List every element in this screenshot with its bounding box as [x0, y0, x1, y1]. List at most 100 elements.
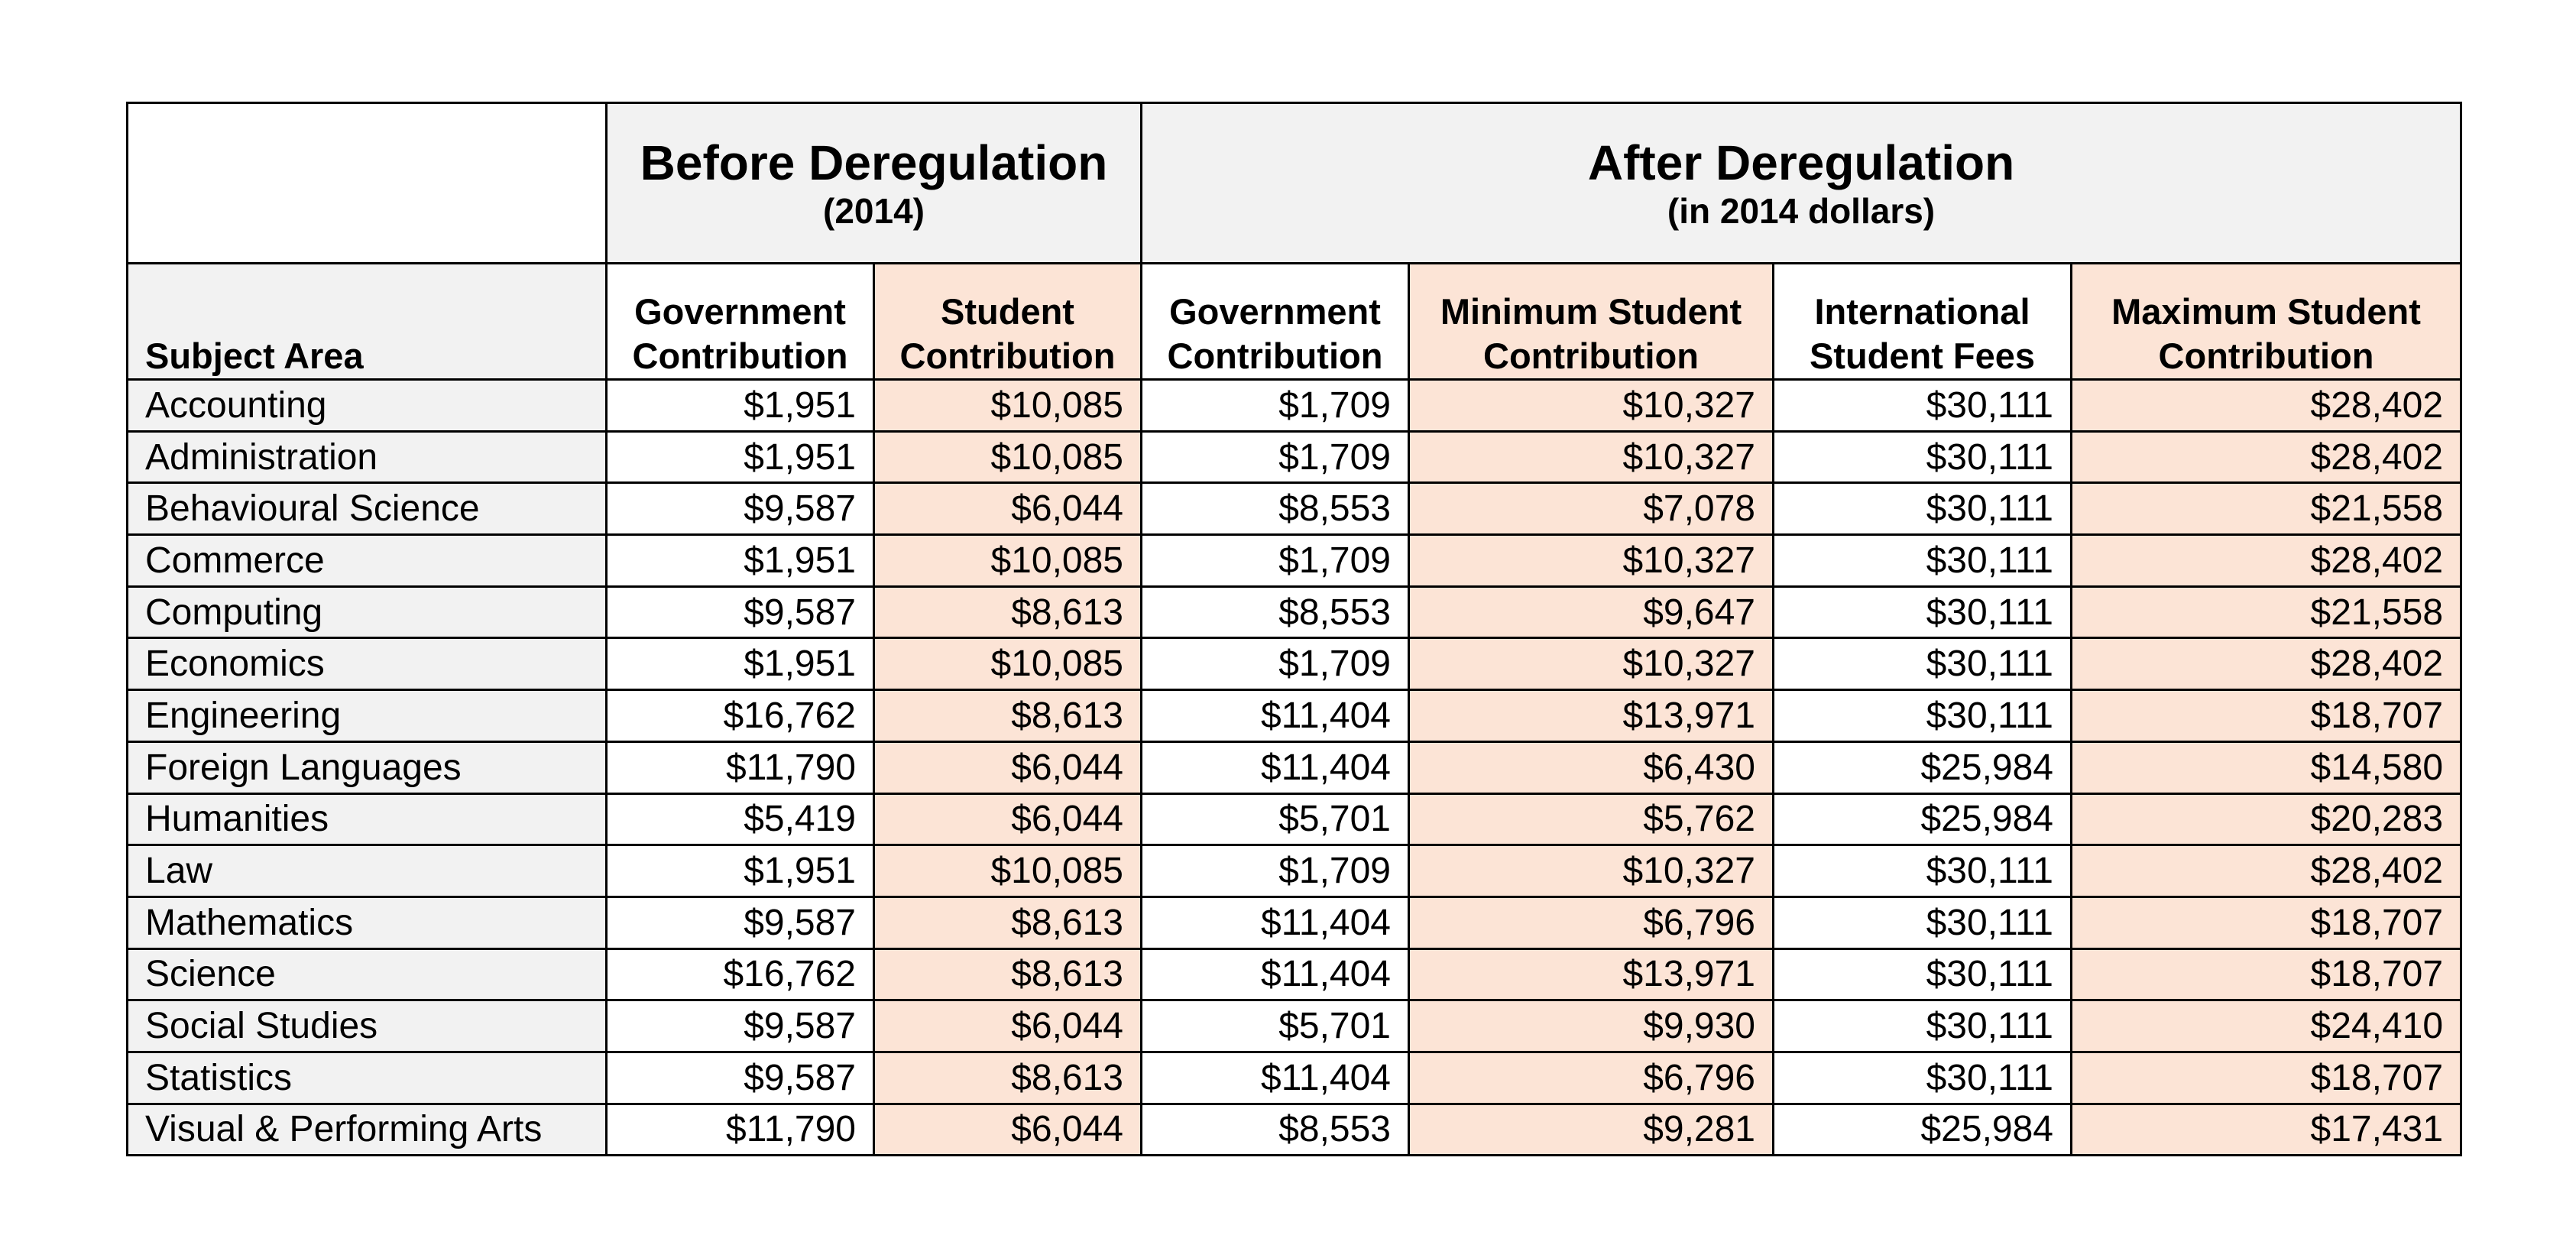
- before-student-cell: $8,613: [873, 1050, 1142, 1105]
- minimum-student-cell: $10,327: [1408, 378, 1774, 433]
- maximum-student-cell: $28,402: [2069, 533, 2463, 588]
- international-fees-cell: $30,111: [1772, 999, 2072, 1053]
- before-government-cell: $16,762: [605, 689, 875, 743]
- subject-cell: Commerce: [126, 533, 608, 588]
- group-header-row: Before Deregulation (2014) After Deregul…: [126, 102, 2463, 264]
- international-fees-cell: $30,111: [1772, 637, 2072, 692]
- maximum-student-cell: $21,558: [2069, 481, 2463, 537]
- before-government-cell: $9,587: [605, 585, 875, 640]
- table-row: Science $16,762 $8,613 $11,404 $13,971 $30,11…: [126, 947, 2463, 1002]
- header-line: International: [1814, 291, 2030, 332]
- before-student-cell: $10,085: [873, 430, 1142, 485]
- international-fees-cell: $30,111: [1772, 533, 2072, 588]
- header-line: Government: [634, 291, 846, 332]
- maximum-student-cell: $20,283: [2069, 792, 2463, 847]
- after-government-cell: $5,701: [1140, 999, 1410, 1053]
- maximum-student-cell: $28,402: [2069, 378, 2463, 433]
- subject-cell: Engineering: [126, 689, 608, 743]
- table-row: Social Studies $9,587 $6,044 $5,701 $9,930 $3…: [126, 999, 2463, 1053]
- table-row: Foreign Languages $11,790 $6,044 $11,404 $6,…: [126, 740, 2463, 795]
- before-government-cell: $11,790: [605, 1102, 875, 1157]
- before-government-cell: $1,951: [605, 637, 875, 692]
- before-student-cell: $6,044: [873, 740, 1142, 795]
- before-student-cell: $6,044: [873, 481, 1142, 537]
- minimum-student-cell: $6,796: [1408, 1050, 1774, 1105]
- header-line: Maximum Student: [2111, 291, 2421, 332]
- header-line: Government: [1169, 291, 1381, 332]
- before-government-cell: $9,587: [605, 895, 875, 950]
- before-student-cell: $8,613: [873, 895, 1142, 950]
- header-line: Minimum Student: [1440, 291, 1742, 332]
- international-fees-cell: $30,111: [1772, 430, 2072, 485]
- minimum-student-cell: $6,796: [1408, 895, 1774, 950]
- before-government-cell: $1,951: [605, 378, 875, 433]
- maximum-student-cell: $24,410: [2069, 999, 2463, 1053]
- before-student-cell: $10,085: [873, 533, 1142, 588]
- minimum-student-cell: $9,281: [1408, 1102, 1774, 1157]
- maximum-student-cell: $28,402: [2069, 430, 2463, 485]
- minimum-student-cell: $9,647: [1408, 585, 1774, 640]
- table-row: Engineering $16,762 $8,613 $11,404 $13,971 $3…: [126, 689, 2463, 743]
- header-line: Contribution: [899, 336, 1116, 376]
- subject-cell: Mathematics: [126, 895, 608, 950]
- minimum-student-contribution-header: Minimum Student Contribution: [1408, 262, 1774, 381]
- subject-cell: Foreign Languages: [126, 740, 608, 795]
- header-line: Student: [941, 291, 1074, 332]
- international-fees-cell: $30,111: [1772, 585, 2072, 640]
- table-row: Administration $1,951 $10,085 $1,709 $10,327…: [126, 430, 2463, 485]
- maximum-student-contribution-header: Maximum Student Contribution: [2069, 262, 2463, 381]
- before-student-cell: $8,613: [873, 689, 1142, 743]
- before-government-cell: $9,587: [605, 999, 875, 1053]
- corner-cell: [126, 102, 608, 264]
- minimum-student-cell: $13,971: [1408, 947, 1774, 1002]
- before-government-cell: $5,419: [605, 792, 875, 847]
- before-government-cell: $11,790: [605, 740, 875, 795]
- minimum-student-cell: $10,327: [1408, 430, 1774, 485]
- column-header-row: Subject Area Government Contribution Stu…: [126, 262, 2463, 381]
- after-government-cell: $8,553: [1140, 1102, 1410, 1157]
- after-government-cell: $11,404: [1140, 740, 1410, 795]
- after-government-cell: $11,404: [1140, 1050, 1410, 1105]
- after-government-cell: $5,701: [1140, 792, 1410, 847]
- after-government-cell: $8,553: [1140, 481, 1410, 537]
- after-government-cell: $1,709: [1140, 533, 1410, 588]
- before-government-contribution-header: Government Contribution: [605, 262, 875, 381]
- minimum-student-cell: $6,430: [1408, 740, 1774, 795]
- header-line: Student Fees: [1809, 336, 2036, 376]
- table-row: Economics $1,951 $10,085 $1,709 $10,327 $30,1…: [126, 637, 2463, 692]
- before-student-cell: $6,044: [873, 1102, 1142, 1157]
- before-deregulation-header: Before Deregulation (2014): [605, 102, 1142, 264]
- before-government-cell: $1,951: [605, 430, 875, 485]
- subject-cell: Behavioural Science: [126, 481, 608, 537]
- international-fees-cell: $30,111: [1772, 1050, 2072, 1105]
- table-row: Behavioural Science $9,587 $6,044 $8,553 $7,…: [126, 481, 2463, 537]
- header-line: Contribution: [1483, 336, 1699, 376]
- subject-cell: Administration: [126, 430, 608, 485]
- before-student-cell: $10,085: [873, 637, 1142, 692]
- international-fees-cell: $30,111: [1772, 378, 2072, 433]
- table-row: Mathematics $9,587 $8,613 $11,404 $6,796 $30,…: [126, 895, 2463, 950]
- table-row: Commerce $1,951 $10,085 $1,709 $10,327 $30,11…: [126, 533, 2463, 588]
- maximum-student-cell: $21,558: [2069, 585, 2463, 640]
- international-student-fees-header: International Student Fees: [1772, 262, 2072, 381]
- after-government-cell: $1,709: [1140, 844, 1410, 898]
- maximum-student-cell: $18,707: [2069, 1050, 2463, 1105]
- maximum-student-cell: $18,707: [2069, 689, 2463, 743]
- after-deregulation-title: After Deregulation: [1587, 135, 2015, 190]
- after-government-cell: $1,709: [1140, 430, 1410, 485]
- minimum-student-cell: $10,327: [1408, 844, 1774, 898]
- table-row: Computing $9,587 $8,613 $8,553 $9,647 $30,111…: [126, 585, 2463, 640]
- maximum-student-cell: $14,580: [2069, 740, 2463, 795]
- after-government-cell: $1,709: [1140, 637, 1410, 692]
- before-student-cell: $6,044: [873, 792, 1142, 847]
- after-deregulation-subtitle: (in 2014 dollars): [1667, 190, 1936, 231]
- subject-cell: Computing: [126, 585, 608, 640]
- international-fees-cell: $30,111: [1772, 895, 2072, 950]
- header-line: Contribution: [2158, 336, 2374, 376]
- international-fees-cell: $25,984: [1772, 1102, 2072, 1157]
- subject-cell: Science: [126, 947, 608, 1002]
- maximum-student-cell: $28,402: [2069, 637, 2463, 692]
- table-body: Accounting $1,951 $10,085 $1,709 $10,327 $30,…: [126, 378, 2463, 1157]
- maximum-student-cell: $18,707: [2069, 947, 2463, 1002]
- after-government-cell: $11,404: [1140, 947, 1410, 1002]
